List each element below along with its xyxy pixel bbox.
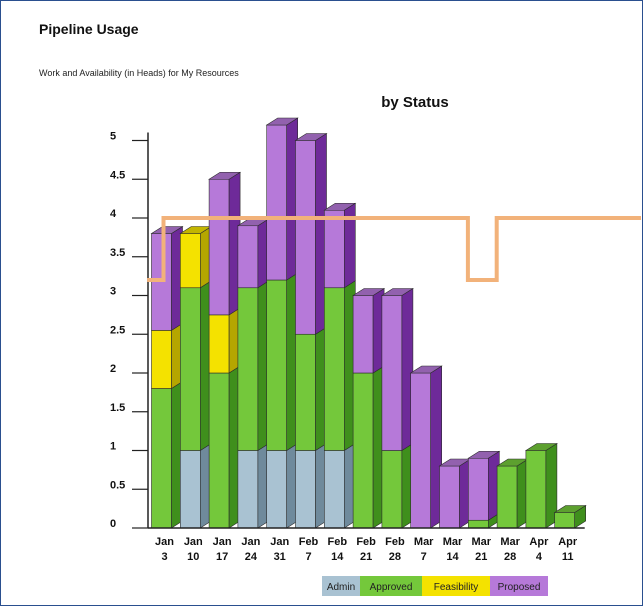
bar-top: [380, 288, 414, 296]
bar-segment-approved: [295, 333, 316, 451]
bar-segment-approved: [381, 450, 403, 529]
bar-segment-proposed: [439, 465, 460, 529]
bar-segment-admin: [323, 450, 345, 529]
bar-top: [467, 450, 501, 459]
bar-side-proposed: [343, 202, 356, 289]
x-tick-label: 11: [562, 551, 574, 563]
x-tick-label: Mar: [500, 536, 520, 548]
legend-label-proposed: Proposed: [498, 582, 541, 593]
y-tick-label: 1: [110, 441, 116, 453]
y-tick-label: 4.5: [110, 169, 125, 181]
bar-segment-approved: [237, 287, 259, 451]
panel-subtitle: Work and Availability (in Heads) for My …: [39, 68, 239, 78]
y-tick-label: 5: [110, 131, 116, 143]
x-tick-label: 31: [274, 551, 286, 563]
bar-top: [265, 117, 299, 126]
bar-segment-approved: [266, 279, 288, 451]
bar-segment-approved: [352, 372, 374, 529]
bar-top: [553, 505, 587, 513]
panel-title: Pipeline Usage: [39, 21, 139, 37]
bar-segment-admin: [237, 450, 259, 529]
bar-top: [294, 133, 328, 141]
bar-segment-admin: [180, 450, 201, 529]
bar-segment-approved: [467, 519, 489, 529]
x-tick-label: 17: [216, 551, 228, 563]
bar-segment-proposed: [467, 457, 489, 521]
x-tick-label: Feb: [299, 536, 319, 548]
bar-top: [524, 443, 558, 451]
x-tick-label: 7: [305, 551, 311, 563]
x-tick-label: 14: [331, 551, 344, 563]
bar-segment-feasibility: [180, 233, 201, 289]
x-tick-label: Feb: [385, 536, 405, 548]
x-tick-label: Apr: [529, 536, 549, 548]
bar-segment-approved: [323, 287, 345, 451]
bar-segment-proposed: [208, 178, 230, 316]
x-tick-label: 21: [475, 551, 487, 563]
x-tick-label: Jan: [270, 536, 289, 548]
y-tick-label: 2.5: [110, 324, 125, 336]
x-tick-label: Feb: [356, 536, 376, 548]
x-tick-label: 4: [536, 551, 543, 563]
bar-segment-proposed: [237, 225, 259, 289]
legend-swatch-admin: [322, 576, 360, 596]
bar-segment-approved: [180, 287, 201, 451]
legend-label-feasibility: Feasibility: [434, 582, 478, 593]
x-tick-label: Mar: [443, 536, 463, 548]
legend-label-approved: Approved: [370, 582, 413, 593]
legend-swatch-approved: [360, 576, 422, 596]
bar-segment-feasibility: [208, 314, 230, 374]
y-tick-label: 3: [110, 286, 116, 298]
bar-segment-proposed: [323, 209, 345, 289]
x-tick-label: 14: [446, 551, 459, 563]
bar-segment-admin: [266, 450, 288, 529]
bar-segment-approved: [151, 388, 172, 529]
bar-top: [323, 202, 357, 211]
bar-top: [409, 365, 443, 374]
bar-segment-proposed: [410, 372, 432, 529]
bar-segment-feasibility: [151, 330, 172, 389]
legend-label-admin: Admin: [327, 582, 355, 593]
x-tick-label: Mar: [472, 536, 492, 548]
bar-segment-proposed: [352, 295, 374, 374]
bar-segment-approved: [496, 465, 518, 529]
x-tick-label: 3: [161, 551, 167, 563]
x-tick-label: Feb: [328, 536, 348, 548]
x-tick-label: Jan: [213, 536, 232, 548]
bar-segment-approved: [525, 450, 547, 529]
bar-segment-proposed: [266, 124, 288, 281]
bar-top: [352, 288, 386, 296]
bar-segment-approved: [554, 512, 576, 529]
x-tick-label: 21: [360, 551, 372, 563]
bar-segment-proposed: [295, 140, 316, 335]
x-tick-label: Jan: [155, 536, 174, 548]
x-tick-label: 28: [504, 551, 516, 563]
x-tick-label: Jan: [184, 536, 203, 548]
chart-title: by Status: [381, 94, 449, 111]
y-tick-label: 4: [110, 208, 117, 220]
y-tick-label: 2: [110, 363, 116, 375]
x-tick-label: 7: [421, 551, 427, 563]
bar-segment-admin: [295, 450, 316, 529]
x-tick-label: Mar: [414, 536, 434, 548]
legend-swatch-feasibility: [422, 576, 490, 596]
x-tick-label: 24: [245, 551, 258, 563]
y-tick-label: 1.5: [110, 402, 125, 414]
availability-line: [147, 216, 641, 282]
legend-swatch-proposed: [490, 576, 548, 596]
bar-segment-proposed: [381, 295, 403, 451]
bar-top: [208, 171, 242, 180]
x-tick-label: Apr: [558, 536, 578, 548]
x-tick-label: 10: [187, 551, 199, 563]
y-tick-label: 3.5: [110, 247, 125, 259]
y-tick-label: 0: [110, 518, 116, 530]
bar-segment-approved: [208, 372, 230, 529]
x-tick-label: Jan: [241, 536, 260, 548]
x-tick-label: 28: [389, 551, 401, 563]
y-tick-label: 0.5: [110, 479, 125, 491]
